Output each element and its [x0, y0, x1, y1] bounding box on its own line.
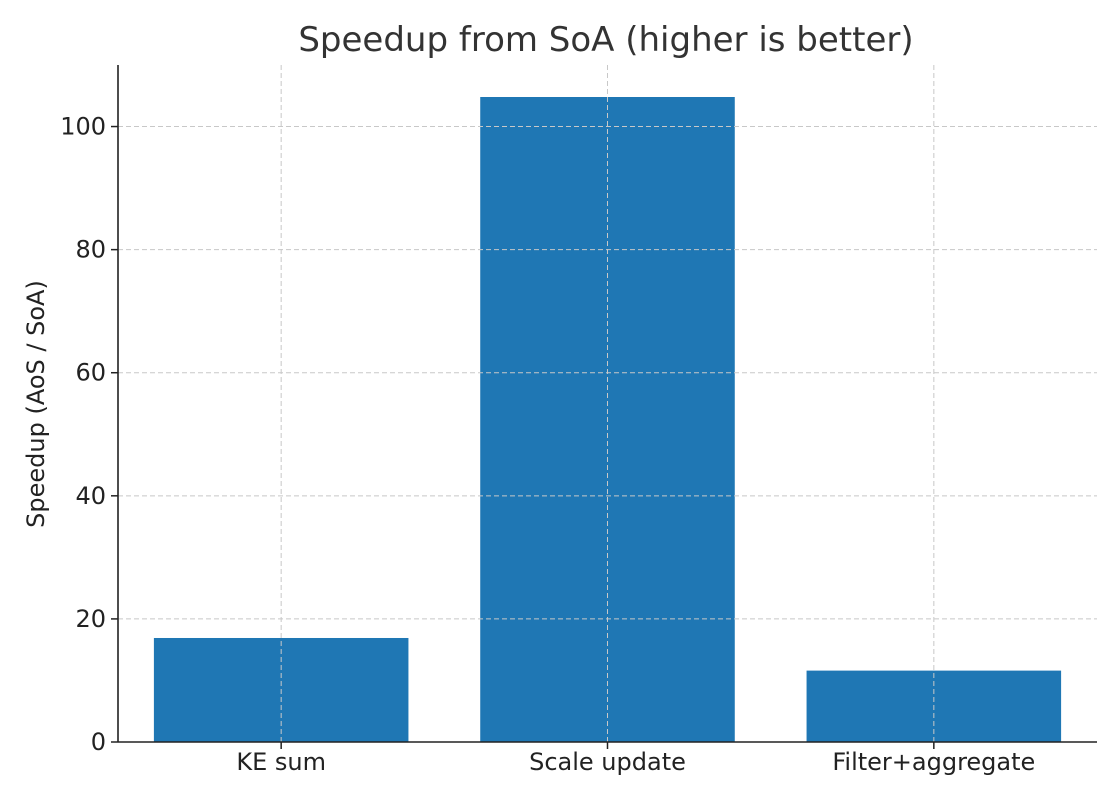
y-tick-label: 80: [75, 236, 106, 264]
axes: [111, 65, 1097, 749]
x-tick-label: Scale update: [529, 748, 686, 776]
y-tick-label: 40: [75, 482, 106, 510]
chart-title: Speedup from SoA (higher is better): [298, 20, 913, 60]
tick-labels: 0 20 40 60 80 100 KE sum Scale update Filter+agg…: [60, 113, 1035, 776]
y-tick-label: 0: [91, 728, 106, 756]
y-tick-label: 100: [60, 113, 106, 141]
x-tick-label: Filter+aggregate: [832, 748, 1035, 776]
y-tick-label: 60: [75, 359, 106, 387]
x-tick-label: KE sum: [236, 748, 326, 776]
y-tick-label: 20: [75, 605, 106, 633]
y-axis-label: Speedup (AoS / SoA): [22, 280, 50, 528]
grid-lines: [118, 65, 1097, 742]
